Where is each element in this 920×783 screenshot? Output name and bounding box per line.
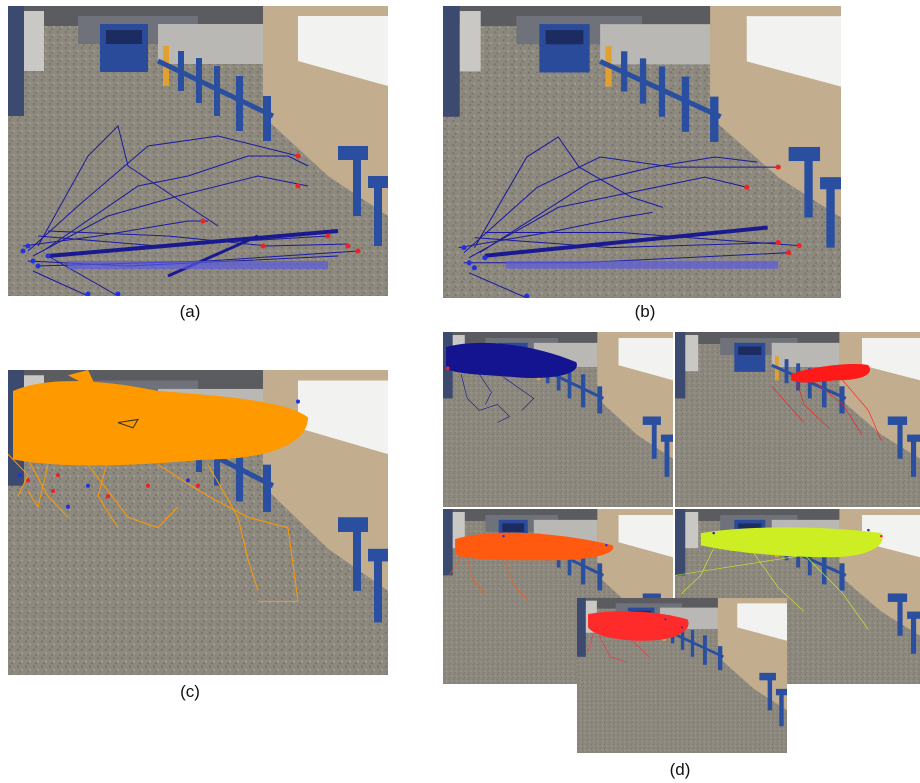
track-lines-c <box>8 453 299 602</box>
end-points-c <box>26 473 200 499</box>
panel-d5-cluster <box>577 598 787 753</box>
caption-c: (c) <box>180 682 200 701</box>
end-points-b <box>744 164 802 256</box>
panel-d5-image <box>577 598 787 753</box>
start-points-a <box>20 243 121 296</box>
panel-d1-cluster <box>443 332 673 507</box>
panel-a-image <box>8 6 388 296</box>
panel-c-image <box>8 370 388 675</box>
panel-d3-image <box>443 509 673 684</box>
panel-d2-image <box>675 332 920 507</box>
end-points-a <box>200 153 361 254</box>
panel-a-trajectories <box>8 6 388 296</box>
caption-d: (d) <box>669 760 691 779</box>
start-points-b <box>461 245 530 298</box>
panel-b-trajectories <box>443 6 841 298</box>
panel-d2-cluster <box>675 332 920 507</box>
caption-a: (a) <box>179 302 201 321</box>
panel-c-trajectories <box>8 370 388 675</box>
caption-b: (b) <box>634 302 656 321</box>
start-points-c <box>18 399 300 509</box>
panel-d4-image <box>675 509 920 684</box>
panel-d1-image <box>443 332 673 507</box>
panel-b-image <box>443 6 841 298</box>
